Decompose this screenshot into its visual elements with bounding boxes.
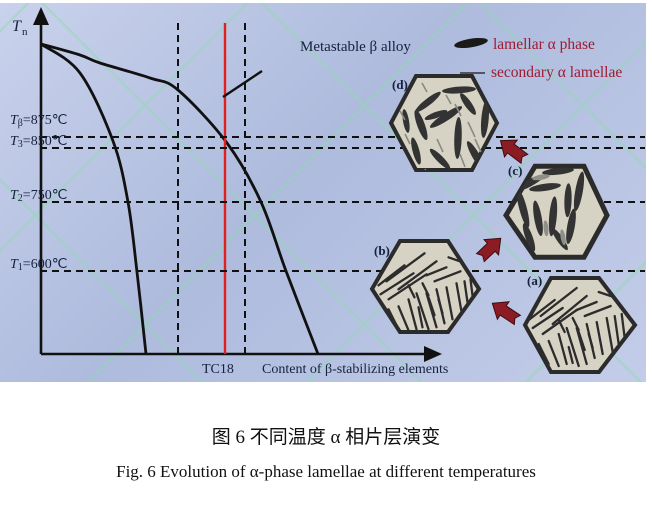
- svg-text:(d): (d): [392, 77, 408, 92]
- svg-text:(a): (a): [527, 273, 542, 288]
- svg-text:(b): (b): [374, 243, 390, 258]
- svg-text:(c): (c): [508, 163, 522, 178]
